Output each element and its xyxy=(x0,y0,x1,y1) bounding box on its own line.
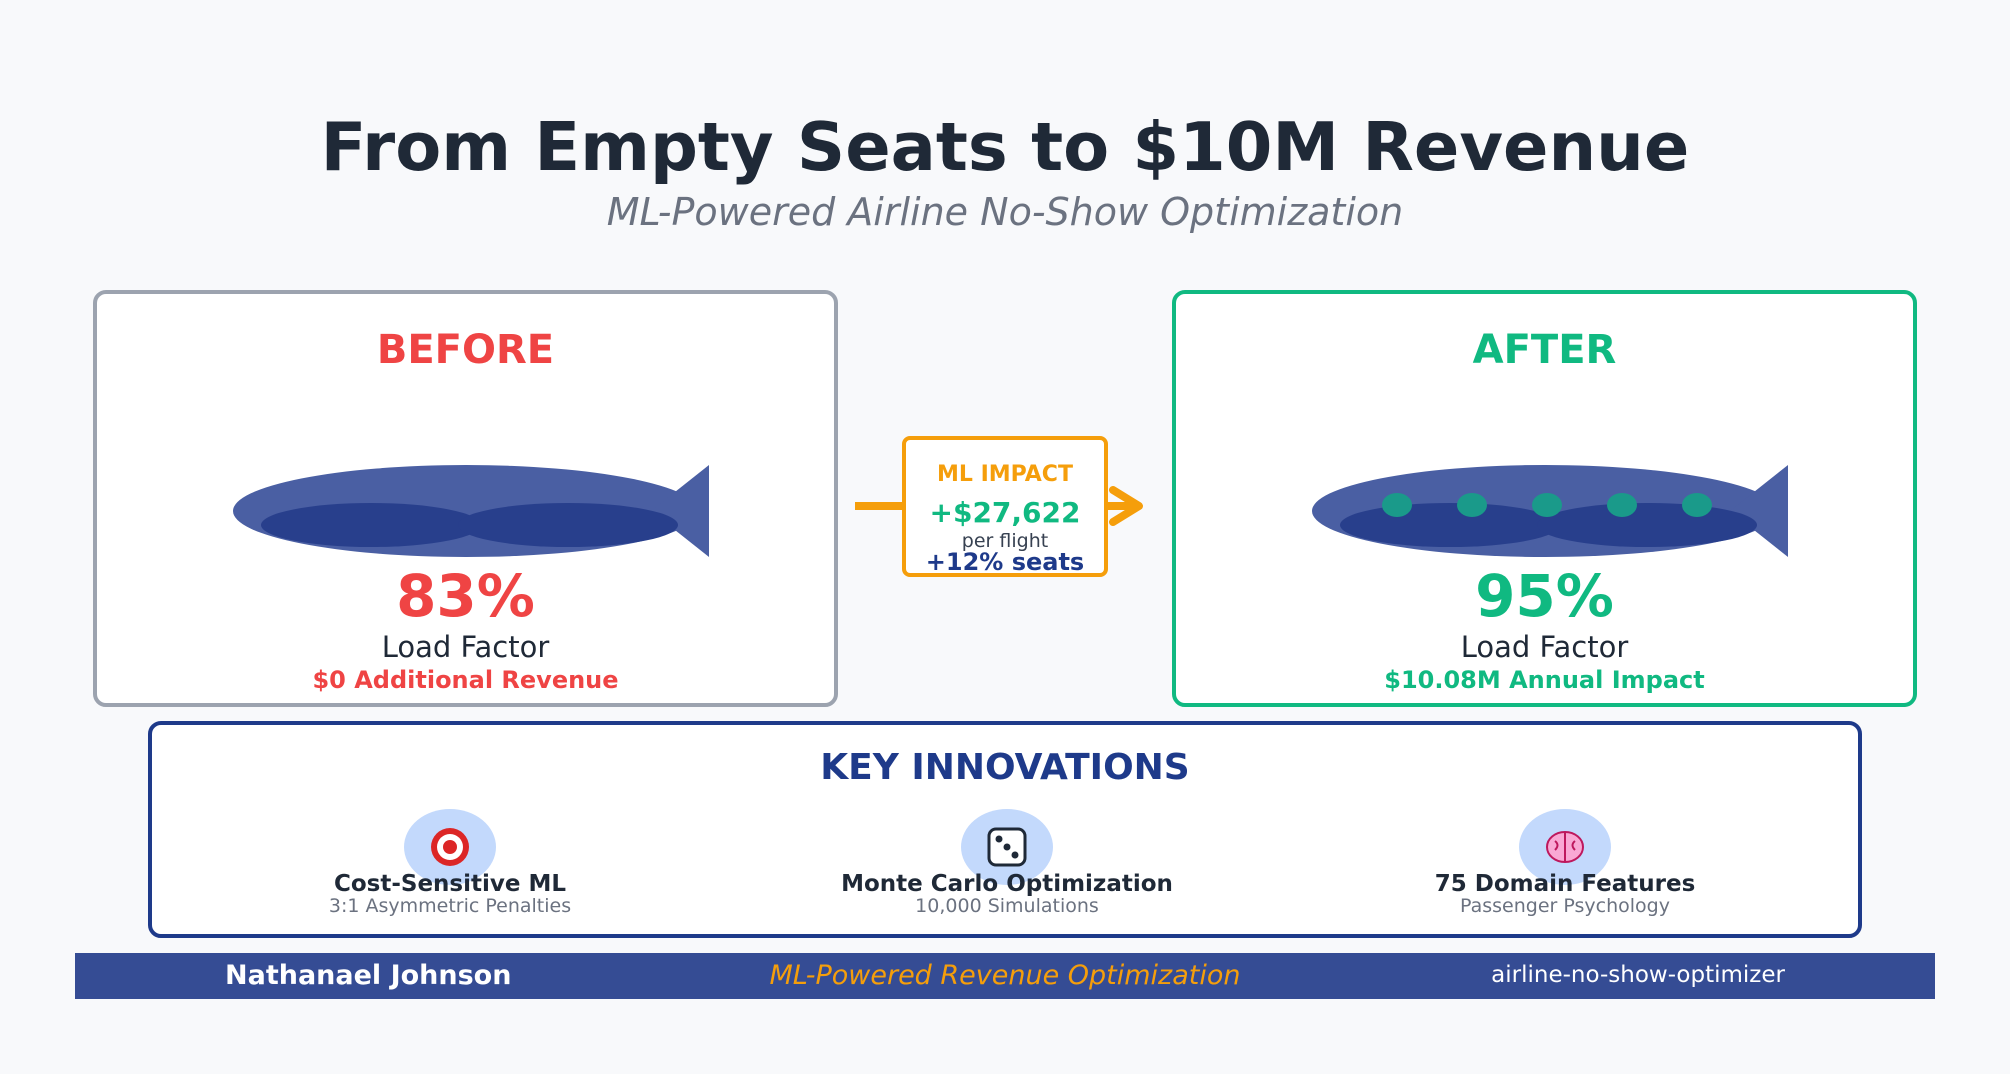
before-revenue-text: $0 Additional Revenue xyxy=(312,666,619,694)
wing-left xyxy=(1340,503,1560,547)
innovation-item: 75 Domain Features Passenger Psychology xyxy=(1365,809,1765,919)
filled-seat xyxy=(1682,493,1712,517)
tail-fin xyxy=(1730,465,1788,557)
innovation-desc: Passenger Psychology xyxy=(1460,895,1670,917)
author-name: Nathanael Johnson xyxy=(225,960,512,991)
airplane-icon xyxy=(233,465,709,557)
wing-left xyxy=(261,503,481,547)
after-revenue-text: $10.08M Annual Impact xyxy=(1384,666,1705,694)
innovations-title: KEY INNOVATIONS xyxy=(820,747,1190,788)
after-load-factor-label: Load Factor xyxy=(1460,630,1629,664)
innovation-desc: 3:1 Asymmetric Penalties xyxy=(328,895,572,917)
before-heading: BEFORE xyxy=(376,327,555,373)
innovation-item: Monte Carlo Optimization 10,000 Simulati… xyxy=(807,809,1207,919)
page-subtitle: ML-Powered Airline No-Show Optimization xyxy=(606,190,1404,234)
filled-seat xyxy=(1532,493,1562,517)
filled-seat xyxy=(1457,493,1487,517)
impact-seats: +12% seats xyxy=(925,548,1085,576)
wing-right xyxy=(458,503,678,547)
innovation-name: Cost-Sensitive ML xyxy=(333,871,567,897)
repo-name: airline-no-show-optimizer xyxy=(1491,962,1785,988)
footer-bar: Nathanael Johnson ML-Powered Revenue Opt… xyxy=(75,953,1935,999)
filled-seat xyxy=(1382,493,1412,517)
dice-icon xyxy=(961,809,1053,885)
before-load-factor-value: 83% xyxy=(396,562,535,630)
target-icon xyxy=(404,809,496,885)
innovation-desc: 10,000 Simulations xyxy=(915,895,1099,917)
airplane-icon xyxy=(1312,465,1788,557)
before-load-factor-label: Load Factor xyxy=(381,630,550,664)
tail-fin xyxy=(651,465,709,557)
after-load-factor-value: 95% xyxy=(1475,562,1614,630)
brain-icon xyxy=(1519,809,1611,885)
key-innovations-box: KEY INNOVATIONS Cost-Sensitive ML 3:1 As… xyxy=(148,721,1862,938)
innovation-name: Monte Carlo Optimization xyxy=(841,871,1173,897)
impact-unit: per flight xyxy=(961,530,1049,552)
ml-impact-box: ML IMPACT +$27,622 per flight +12% seats xyxy=(902,436,1108,577)
wing-right xyxy=(1537,503,1757,547)
impact-value: +$27,622 xyxy=(929,496,1081,529)
filled-seat xyxy=(1607,493,1637,517)
after-panel: AFTER 95% Load Factor $10.08M Annual Imp… xyxy=(1172,290,1917,707)
innovation-name: 75 Domain Features xyxy=(1434,871,1696,897)
innovation-item: Cost-Sensitive ML 3:1 Asymmetric Penalti… xyxy=(250,809,650,919)
footer-tagline: ML-Powered Revenue Optimization xyxy=(769,960,1241,991)
page-title: From Empty Seats to $10M Revenue xyxy=(320,108,1690,186)
after-heading: AFTER xyxy=(1472,327,1617,373)
before-panel: BEFORE 83% Load Factor $0 Additional Rev… xyxy=(93,290,838,707)
impact-label: ML IMPACT xyxy=(937,462,1073,487)
